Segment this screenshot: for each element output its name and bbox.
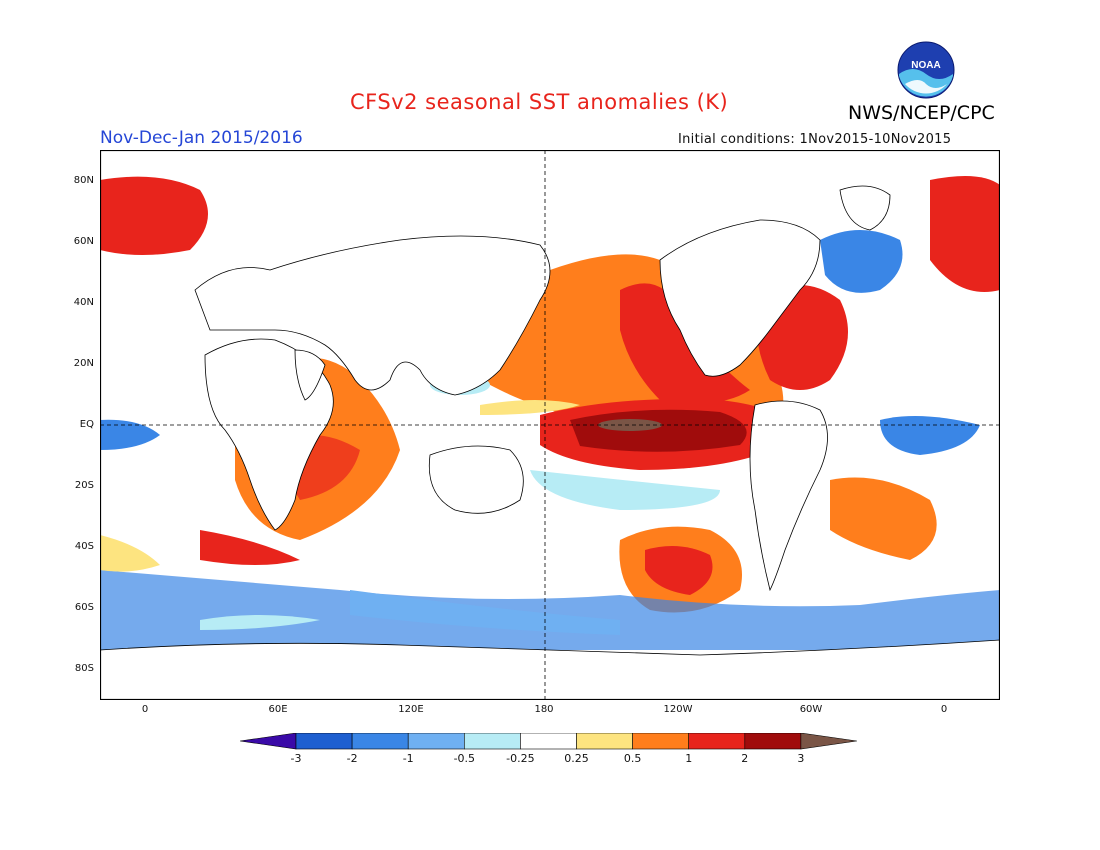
- colorbar-tick-label: -2: [346, 752, 358, 765]
- lat-tick-20n: 20N: [73, 358, 94, 369]
- colorbar-tick-label: 2: [741, 752, 749, 765]
- colorbar-segment: [240, 733, 297, 750]
- colorbar-segment: [351, 733, 409, 750]
- lon-tick-120w: 120W: [663, 704, 693, 715]
- colorbar-tick-label: 1: [685, 752, 693, 765]
- lat-tick-80s: 80S: [74, 663, 94, 674]
- colorbar-segment: [520, 733, 577, 750]
- lon-tick-0-east: 0: [940, 704, 948, 715]
- colorbar-segment: [688, 733, 746, 750]
- colorbar-tick-label: -0.25: [506, 752, 535, 765]
- colorbar: [240, 733, 857, 750]
- colorbar-segment: [800, 733, 857, 750]
- colorbar-tick-label: 0.25: [564, 752, 589, 765]
- colorbar-tick-label: -0.5: [453, 752, 476, 765]
- colorbar-segment: [576, 733, 633, 750]
- map-title: CFSv2 seasonal SST anomalies (K): [350, 90, 729, 114]
- lat-tick-20s: 20S: [74, 480, 94, 491]
- organization-label: NWS/NCEP/CPC: [848, 102, 995, 124]
- map-border: [100, 150, 1000, 700]
- colorbar-segment: [632, 733, 690, 750]
- lat-tick-eq: EQ: [79, 419, 94, 430]
- lat-tick-40n: 40N: [73, 297, 94, 308]
- lon-tick-180: 180: [534, 704, 554, 715]
- lat-tick-60s: 60S: [74, 602, 94, 613]
- lat-tick-40s: 40S: [74, 541, 94, 552]
- colorbar-segment: [407, 733, 465, 750]
- colorbar-tick-label: -1: [402, 752, 414, 765]
- colorbar-segment: [295, 733, 353, 750]
- sst-anomaly-map: [100, 150, 1000, 700]
- forecast-period-label: Nov-Dec-Jan 2015/2016: [100, 128, 303, 148]
- noaa-logo-text: NOAA: [911, 60, 940, 71]
- colorbar-segment: [744, 733, 802, 750]
- initial-conditions-label: Initial conditions: 1Nov2015-10Nov2015: [678, 132, 952, 147]
- lat-tick-80n: 80N: [73, 175, 94, 186]
- noaa-logo: NOAA: [897, 41, 955, 99]
- colorbar-tick-label: 3: [797, 752, 805, 765]
- continent-outlines: [100, 185, 1000, 700]
- lon-tick-60e: 60E: [268, 704, 288, 715]
- colorbar-segment: [464, 733, 521, 750]
- lon-tick-60w: 60W: [799, 704, 823, 715]
- lon-tick-0-west: 0: [141, 704, 149, 715]
- lon-tick-120e: 120E: [398, 704, 424, 715]
- colorbar-tick-label: -3: [290, 752, 302, 765]
- lat-tick-60n: 60N: [73, 236, 94, 247]
- colorbar-tick-label: 0.5: [623, 752, 642, 765]
